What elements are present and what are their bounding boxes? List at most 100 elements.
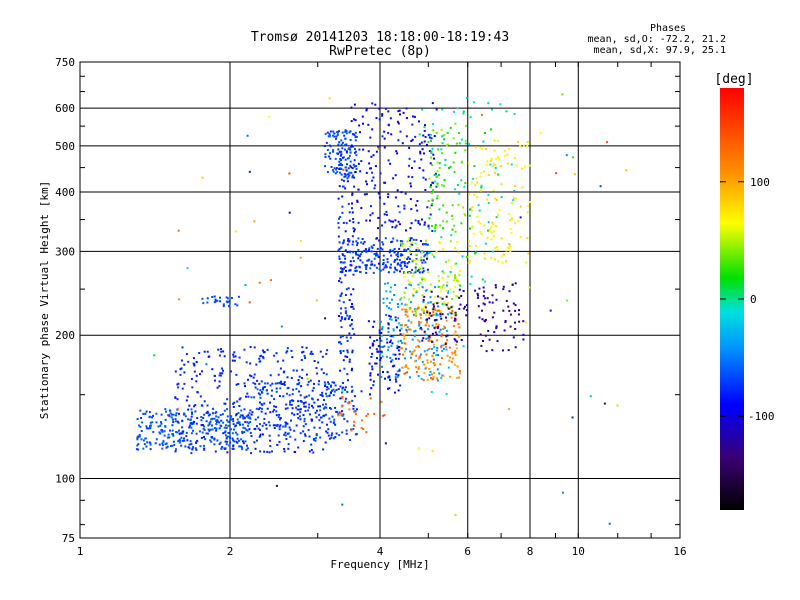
data-point: [149, 424, 152, 427]
data-point: [333, 167, 336, 170]
data-point: [399, 113, 401, 116]
data-point: [394, 268, 397, 271]
data-points: [135, 93, 628, 525]
data-point: [183, 371, 186, 374]
data-point: [400, 297, 403, 299]
data-point: [404, 303, 407, 306]
data-point: [347, 287, 350, 290]
data-point: [389, 341, 392, 343]
data-point: [354, 267, 357, 270]
data-point: [492, 235, 495, 237]
data-point: [438, 240, 441, 243]
data-point: [353, 395, 356, 398]
data-point: [429, 296, 432, 299]
x-tick-label: 8: [527, 545, 534, 558]
data-point: [339, 216, 342, 218]
data-point: [396, 255, 399, 258]
data-point: [462, 110, 465, 113]
data-point: [223, 355, 226, 358]
data-point: [383, 130, 386, 133]
data-point: [421, 339, 424, 342]
data-point: [365, 250, 368, 253]
data-point: [344, 397, 347, 400]
data-point: [291, 407, 294, 410]
data-point: [311, 398, 314, 401]
data-point: [203, 400, 206, 403]
data-point: [446, 281, 449, 284]
data-point: [369, 346, 372, 349]
data-point: [434, 319, 437, 322]
data-point: [342, 239, 345, 242]
data-point: [347, 157, 350, 160]
data-point: [391, 240, 394, 243]
data-point: [250, 396, 253, 399]
data-point: [407, 319, 410, 322]
data-point: [339, 261, 342, 264]
data-point: [468, 240, 470, 243]
data-point: [374, 103, 377, 106]
data-point: [361, 115, 364, 118]
data-point: [207, 414, 210, 417]
data-point: [434, 180, 437, 183]
data-point: [323, 381, 326, 384]
data-point: [346, 356, 349, 358]
data-point: [194, 404, 197, 407]
data-point: [467, 261, 470, 264]
data-point: [161, 447, 164, 450]
data-point: [404, 364, 407, 367]
data-point: [359, 253, 362, 256]
data-point: [419, 152, 422, 155]
data-point: [399, 254, 402, 257]
data-point: [406, 315, 409, 318]
data-point: [292, 388, 295, 391]
data-point: [371, 368, 374, 371]
data-point: [479, 175, 482, 178]
data-point: [453, 110, 456, 113]
data-point: [344, 317, 347, 320]
data-point: [210, 418, 213, 421]
data-point: [331, 169, 334, 172]
data-point: [491, 294, 494, 297]
data-point: [432, 358, 435, 361]
data-point: [211, 417, 214, 420]
data-point: [362, 428, 365, 430]
data-point: [445, 319, 448, 322]
data-point: [221, 372, 224, 375]
data-point: [273, 405, 276, 408]
data-point: [469, 227, 471, 230]
data-point: [469, 282, 472, 285]
data-point: [321, 391, 324, 394]
data-point: [206, 301, 209, 304]
data-point: [460, 339, 463, 341]
data-point: [389, 117, 392, 120]
data-point: [420, 256, 423, 259]
data-point: [290, 419, 292, 422]
data-point: [511, 202, 513, 205]
data-point: [416, 270, 419, 272]
data-point: [175, 412, 178, 415]
data-point: [415, 204, 417, 207]
data-point: [390, 308, 393, 311]
data-point: [285, 438, 288, 440]
data-point: [339, 341, 341, 344]
data-point: [357, 237, 360, 240]
data-point: [418, 120, 420, 123]
data-point: [525, 261, 527, 264]
data-point: [174, 450, 177, 453]
data-point: [353, 410, 356, 413]
data-point: [392, 353, 395, 356]
data-point: [467, 256, 470, 258]
data-point: [437, 285, 440, 288]
data-point: [270, 394, 273, 397]
data-point: [423, 372, 426, 375]
data-point: [465, 97, 468, 100]
data-point: [342, 386, 345, 389]
data-point: [340, 414, 343, 417]
data-point: [369, 136, 372, 139]
data-point: [505, 260, 507, 263]
data-point: [259, 401, 261, 404]
data-point: [192, 429, 194, 432]
data-point: [436, 339, 439, 342]
data-point: [382, 301, 385, 304]
